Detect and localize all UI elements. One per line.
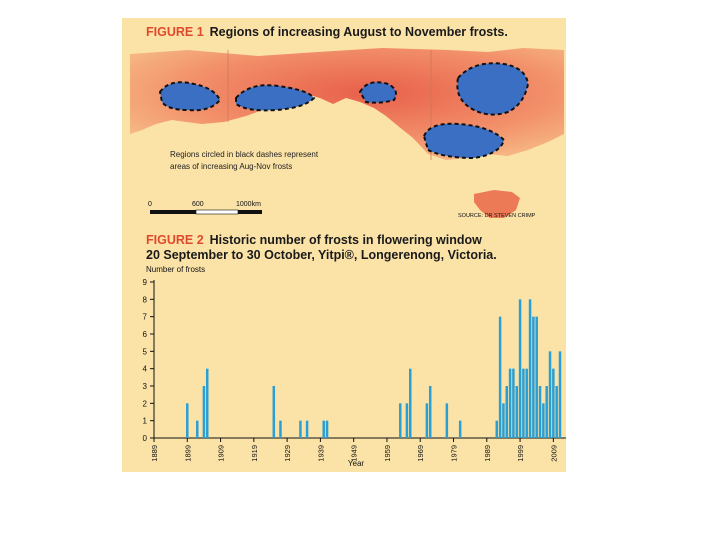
bar-1995 bbox=[505, 386, 509, 438]
bar-2011 bbox=[558, 351, 562, 438]
bar-1899 bbox=[186, 403, 189, 438]
bar-1972 bbox=[428, 386, 432, 438]
figure1-title: FIGURE 1 Regions of increasing August to … bbox=[146, 25, 508, 39]
figure2-title: FIGURE 2 Historic number of frosts in flo… bbox=[146, 233, 482, 247]
x-tick-label: 1939 bbox=[316, 445, 325, 462]
figure1-label: FIGURE 1 bbox=[146, 25, 204, 39]
bar-2003 bbox=[532, 316, 535, 438]
y-tick-label: 9 bbox=[143, 278, 148, 287]
figure2-label: FIGURE 2 bbox=[146, 233, 204, 247]
bar-1925 bbox=[272, 386, 276, 438]
bar-1935 bbox=[305, 420, 309, 438]
bar-1933 bbox=[299, 420, 302, 438]
x-tick-label: 1889 bbox=[150, 445, 159, 462]
figure1-title-text: Regions of increasing August to November… bbox=[209, 25, 508, 39]
y-axis: 0 1 2 3 4 5 6 7 8 9 bbox=[143, 278, 155, 443]
bar-1966 bbox=[408, 368, 412, 438]
bar-1999 bbox=[518, 299, 522, 438]
x-axis-label: Year bbox=[348, 459, 365, 468]
x-tick-label: 1919 bbox=[250, 445, 259, 462]
frost-region-west bbox=[158, 81, 222, 112]
bar-2010 bbox=[555, 386, 558, 438]
bar-1941 bbox=[325, 420, 329, 438]
map-source: SOURCE: DR STEVEN CRIMP bbox=[458, 213, 536, 219]
scale-tick-600: 600 bbox=[192, 201, 204, 208]
bar-2001 bbox=[525, 368, 528, 438]
frost-bar-chart: Number of frosts 0 1 2 3 4 5 6 7 8 9 1889 1899 1909… bbox=[143, 265, 566, 468]
scale-tick-0: 0 bbox=[148, 201, 152, 208]
x-tick-label: 1999 bbox=[516, 445, 525, 462]
x-tick-label: 1909 bbox=[217, 445, 226, 462]
bar-2000 bbox=[522, 368, 525, 438]
scale-bar: 0 600 1000km bbox=[148, 201, 262, 215]
map-note-line2: areas of increasing Aug-Nov frosts bbox=[170, 162, 292, 171]
bar-1992 bbox=[495, 420, 499, 438]
bar-1965 bbox=[405, 403, 409, 438]
bar-1994 bbox=[502, 403, 505, 438]
x-tick-label: 1899 bbox=[183, 445, 192, 462]
bar-2008 bbox=[548, 351, 552, 438]
frost-map: Regions circled in black dashes represen… bbox=[130, 48, 564, 219]
bar-2009 bbox=[552, 368, 555, 438]
bar-1940 bbox=[322, 420, 325, 438]
x-tick-label: 1959 bbox=[383, 445, 392, 462]
bar-2005 bbox=[538, 386, 542, 438]
bars bbox=[186, 299, 562, 438]
y-tick-label: 1 bbox=[143, 417, 148, 426]
bar-2006 bbox=[542, 403, 545, 438]
tasmania-shape bbox=[474, 190, 520, 218]
frost-region-sa bbox=[358, 81, 397, 104]
bar-1902 bbox=[196, 420, 199, 438]
y-tick-label: 5 bbox=[143, 347, 148, 356]
x-tick-label: 1949 bbox=[350, 445, 359, 462]
bar-2002 bbox=[528, 299, 532, 438]
y-tick-label: 6 bbox=[143, 330, 148, 339]
x-tick-label: 1989 bbox=[483, 445, 492, 462]
scale-tick-1000: 1000km bbox=[236, 201, 261, 208]
y-tick-label: 8 bbox=[143, 295, 148, 304]
y-tick-label: 3 bbox=[143, 382, 148, 391]
y-tick-label: 2 bbox=[143, 399, 148, 408]
frost-region-north-east bbox=[456, 62, 530, 116]
frost-region-central bbox=[235, 84, 316, 112]
bar-1997 bbox=[512, 368, 515, 438]
y-tick-label: 7 bbox=[143, 313, 148, 322]
frost-regions bbox=[158, 62, 530, 160]
figure2-title-line2: 20 September to 30 October, Yitpi®, Long… bbox=[146, 248, 497, 262]
bar-1993 bbox=[498, 316, 502, 438]
x-tick-label: 1979 bbox=[450, 445, 459, 462]
bar-1981 bbox=[458, 420, 462, 438]
bar-1998 bbox=[515, 386, 518, 438]
frost-region-victoria bbox=[422, 122, 506, 160]
y-tick-label: 0 bbox=[143, 434, 148, 443]
x-tick-label: 2009 bbox=[549, 445, 558, 462]
bar-1904 bbox=[202, 386, 206, 438]
figure2-title-line1: Historic number of frosts in flowering w… bbox=[209, 233, 482, 247]
figure-panel: FIGURE 1 Regions of increasing August to … bbox=[122, 18, 566, 472]
y-tick-label: 4 bbox=[143, 365, 148, 374]
bar-1996 bbox=[508, 368, 512, 438]
bar-1963 bbox=[399, 403, 402, 438]
x-tick-label: 1969 bbox=[416, 445, 425, 462]
y-axis-label: Number of frosts bbox=[146, 265, 205, 274]
bar-1927 bbox=[279, 420, 282, 438]
bar-1971 bbox=[425, 403, 429, 438]
x-tick-label: 1929 bbox=[283, 445, 292, 462]
bar-2007 bbox=[545, 386, 548, 438]
bar-1977 bbox=[445, 403, 449, 438]
bar-2004 bbox=[535, 316, 538, 438]
map-note-line1: Regions circled in black dashes represen… bbox=[170, 150, 319, 159]
bar-1905 bbox=[205, 368, 209, 438]
